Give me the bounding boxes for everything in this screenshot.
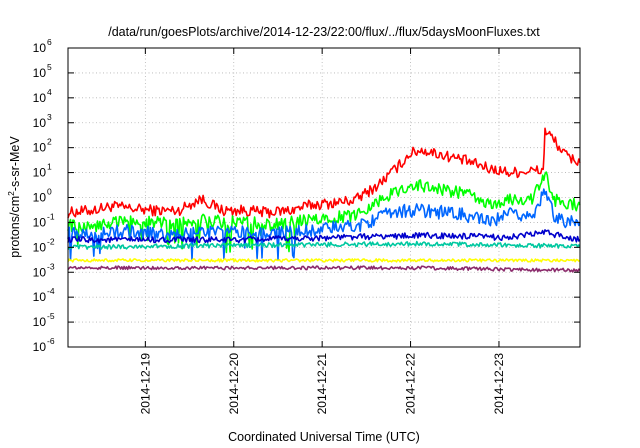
y-tick-label: 10 bbox=[33, 166, 47, 180]
series-line-1 bbox=[67, 127, 581, 219]
series-line-2 bbox=[67, 171, 581, 254]
y-tick-exponent: 6 bbox=[47, 37, 52, 47]
x-tick-label: 2014-12-20 bbox=[227, 353, 241, 415]
series-line-4 bbox=[67, 229, 581, 244]
y-tick-exponent: 1 bbox=[47, 162, 52, 172]
y-axis-labels: 10 -610 -510 -410 -310 -210 -110 010 110 210 310 41… bbox=[33, 37, 55, 354]
x-tick-label: 2014-12-22 bbox=[404, 353, 418, 415]
y-tick-exponent: -3 bbox=[47, 261, 55, 271]
series-line-5 bbox=[67, 240, 581, 250]
y-tick-label: 10 bbox=[33, 240, 47, 254]
series-line-3 bbox=[67, 188, 581, 262]
y-tick-exponent: 4 bbox=[47, 87, 52, 97]
y-tick-label: 10 bbox=[33, 340, 47, 354]
grid bbox=[68, 47, 580, 348]
y-tick-exponent: -4 bbox=[47, 286, 55, 296]
y-axis-title: protons/cm2-s-sr-MeV bbox=[6, 136, 22, 258]
y-tick-label: 10 bbox=[33, 91, 47, 105]
y-tick-label: 10 bbox=[33, 116, 47, 130]
chart-title: /data/run/goesPlots/archive/2014-12-23/2… bbox=[108, 25, 540, 39]
y-tick-label: 10 bbox=[33, 290, 47, 304]
y-tick-exponent: 2 bbox=[47, 137, 52, 147]
x-tick-label: 2014-12-23 bbox=[492, 353, 506, 415]
y-axis-title-sup: 2 bbox=[6, 191, 16, 196]
y-tick-exponent: -2 bbox=[47, 236, 55, 246]
y-tick-exponent: 0 bbox=[47, 187, 52, 197]
axis-ticks bbox=[68, 47, 580, 348]
y-tick-exponent: 5 bbox=[47, 62, 52, 72]
x-axis-title: Coordinated Universal Time (UTC) bbox=[228, 430, 420, 444]
x-tick-label: 2014-12-19 bbox=[138, 353, 152, 415]
y-tick-label: 10 bbox=[33, 191, 47, 205]
y-tick-label: 10 bbox=[33, 215, 47, 229]
series-group bbox=[67, 127, 581, 273]
series-line-7 bbox=[67, 265, 581, 273]
y-tick-label: 10 bbox=[33, 265, 47, 279]
x-tick-label: 2014-12-21 bbox=[315, 353, 329, 415]
series-line-6 bbox=[67, 258, 581, 263]
x-axis-labels: 2014-12-19 2014-12-20 2014-12-21 2014-12-22… bbox=[138, 353, 506, 415]
y-axis-title-pre: protons/cm bbox=[8, 196, 22, 258]
y-tick-exponent: 3 bbox=[47, 112, 52, 122]
y-tick-label: 10 bbox=[33, 41, 47, 55]
y-tick-exponent: -5 bbox=[47, 311, 55, 321]
y-tick-label: 10 bbox=[33, 66, 47, 80]
y-axis-title-post: -s-sr-MeV bbox=[8, 136, 22, 192]
y-tick-label: 10 bbox=[33, 141, 47, 155]
y-tick-exponent: -6 bbox=[47, 336, 55, 346]
y-tick-label: 10 bbox=[33, 315, 47, 329]
y-tick-exponent: -1 bbox=[47, 211, 55, 221]
